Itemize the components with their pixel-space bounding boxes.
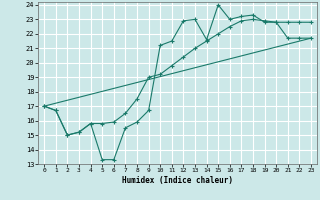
X-axis label: Humidex (Indice chaleur): Humidex (Indice chaleur)	[122, 176, 233, 185]
